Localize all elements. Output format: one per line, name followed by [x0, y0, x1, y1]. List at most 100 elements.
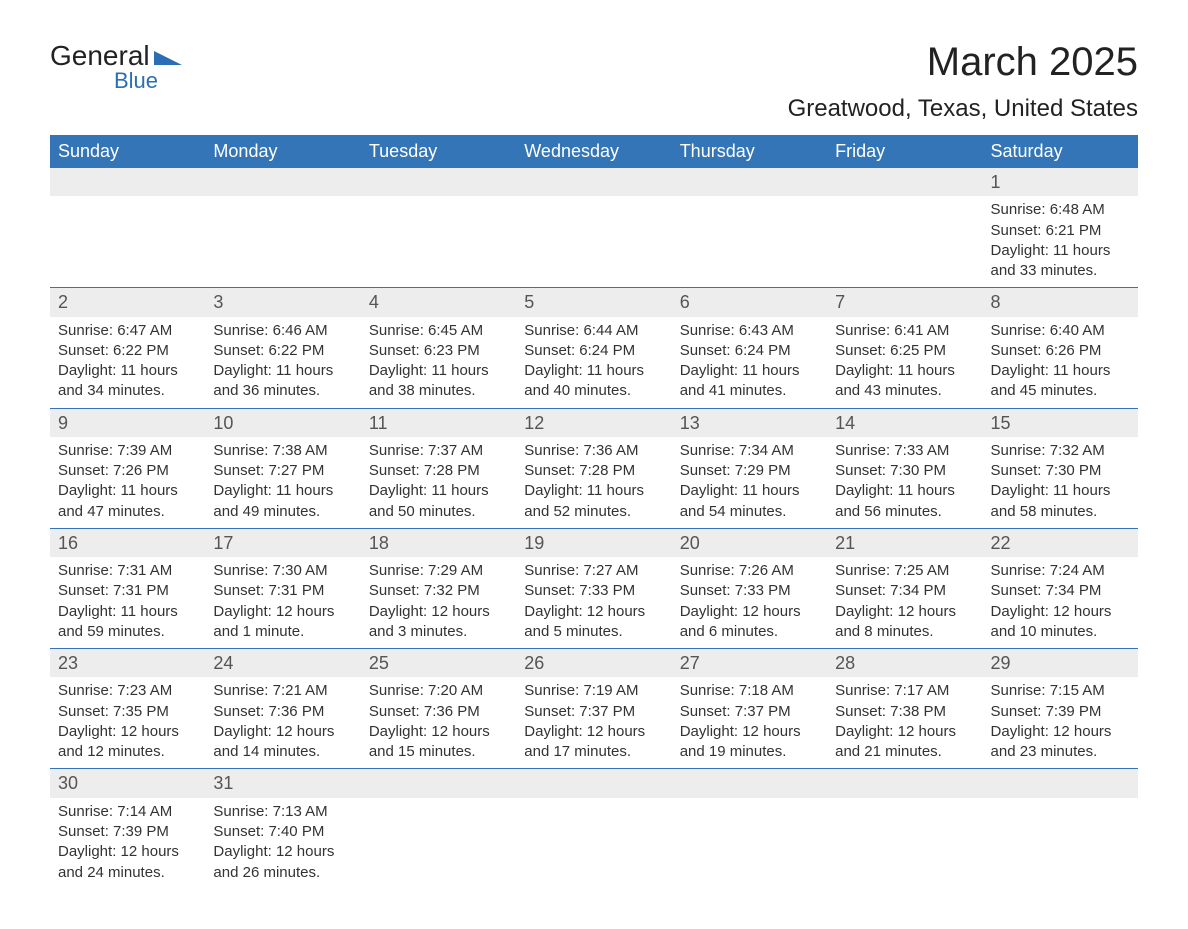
calendar-day-cell: 10Sunrise: 7:38 AMSunset: 7:27 PMDayligh… [205, 408, 360, 528]
sunset-line: Sunset: 7:30 PM [835, 461, 974, 481]
sunset-line: Sunset: 6:26 PM [991, 341, 1130, 361]
daylight-line: Daylight: 12 hours and 26 minutes. [213, 842, 352, 883]
day-number: 16 [50, 529, 205, 557]
day-detail: Sunrise: 7:23 AMSunset: 7:35 PMDaylight:… [50, 677, 205, 768]
daylight-line: Daylight: 12 hours and 5 minutes. [524, 602, 663, 643]
calendar-table: SundayMondayTuesdayWednesdayThursdayFrid… [50, 135, 1138, 889]
daylight-line: Daylight: 12 hours and 21 minutes. [835, 722, 974, 763]
day-detail: Sunrise: 7:20 AMSunset: 7:36 PMDaylight:… [361, 677, 516, 768]
daylight-line: Daylight: 11 hours and 59 minutes. [58, 602, 197, 643]
daylight-line: Daylight: 12 hours and 8 minutes. [835, 602, 974, 643]
day-number-empty [516, 769, 671, 797]
calendar-day-cell: 31Sunrise: 7:13 AMSunset: 7:40 PMDayligh… [205, 769, 360, 889]
daylight-line: Daylight: 11 hours and 36 minutes. [213, 361, 352, 402]
calendar-week-row: 9Sunrise: 7:39 AMSunset: 7:26 PMDaylight… [50, 408, 1138, 528]
day-number: 9 [50, 409, 205, 437]
day-number: 20 [672, 529, 827, 557]
day-number: 24 [205, 649, 360, 677]
calendar-day-cell [361, 168, 516, 288]
calendar-column-header: Saturday [983, 135, 1138, 168]
calendar-day-cell: 6Sunrise: 6:43 AMSunset: 6:24 PMDaylight… [672, 288, 827, 408]
brand-text-blue: Blue [114, 68, 158, 94]
day-detail: Sunrise: 6:40 AMSunset: 6:26 PMDaylight:… [983, 317, 1138, 408]
day-number-empty [50, 168, 205, 196]
day-number-empty [516, 168, 671, 196]
day-number-empty [672, 769, 827, 797]
calendar-day-cell: 5Sunrise: 6:44 AMSunset: 6:24 PMDaylight… [516, 288, 671, 408]
sunrise-line: Sunrise: 6:48 AM [991, 200, 1130, 220]
day-detail: Sunrise: 7:26 AMSunset: 7:33 PMDaylight:… [672, 557, 827, 648]
day-detail: Sunrise: 7:21 AMSunset: 7:36 PMDaylight:… [205, 677, 360, 768]
calendar-week-row: 2Sunrise: 6:47 AMSunset: 6:22 PMDaylight… [50, 288, 1138, 408]
sunset-line: Sunset: 6:21 PM [991, 221, 1130, 241]
daylight-line: Daylight: 12 hours and 24 minutes. [58, 842, 197, 883]
calendar-column-header: Monday [205, 135, 360, 168]
daylight-line: Daylight: 12 hours and 1 minute. [213, 602, 352, 643]
calendar-day-cell: 19Sunrise: 7:27 AMSunset: 7:33 PMDayligh… [516, 528, 671, 648]
calendar-day-cell: 11Sunrise: 7:37 AMSunset: 7:28 PMDayligh… [361, 408, 516, 528]
day-number: 4 [361, 288, 516, 316]
sunrise-line: Sunrise: 7:39 AM [58, 441, 197, 461]
sunset-line: Sunset: 7:28 PM [524, 461, 663, 481]
sunset-line: Sunset: 7:37 PM [680, 702, 819, 722]
sunset-line: Sunset: 7:33 PM [524, 581, 663, 601]
day-detail: Sunrise: 7:24 AMSunset: 7:34 PMDaylight:… [983, 557, 1138, 648]
day-detail: Sunrise: 7:30 AMSunset: 7:31 PMDaylight:… [205, 557, 360, 648]
calendar-day-cell: 17Sunrise: 7:30 AMSunset: 7:31 PMDayligh… [205, 528, 360, 648]
day-number-empty [672, 168, 827, 196]
day-number-empty [827, 769, 982, 797]
day-detail: Sunrise: 7:36 AMSunset: 7:28 PMDaylight:… [516, 437, 671, 528]
day-detail: Sunrise: 7:19 AMSunset: 7:37 PMDaylight:… [516, 677, 671, 768]
sunset-line: Sunset: 6:24 PM [680, 341, 819, 361]
sunrise-line: Sunrise: 6:40 AM [991, 321, 1130, 341]
calendar-week-row: 1Sunrise: 6:48 AMSunset: 6:21 PMDaylight… [50, 168, 1138, 288]
calendar-column-header: Wednesday [516, 135, 671, 168]
sunrise-line: Sunrise: 6:46 AM [213, 321, 352, 341]
sunrise-line: Sunrise: 7:25 AM [835, 561, 974, 581]
sunrise-line: Sunrise: 7:21 AM [213, 681, 352, 701]
day-number: 30 [50, 769, 205, 797]
day-detail: Sunrise: 7:25 AMSunset: 7:34 PMDaylight:… [827, 557, 982, 648]
sunrise-line: Sunrise: 7:33 AM [835, 441, 974, 461]
daylight-line: Daylight: 11 hours and 33 minutes. [991, 241, 1130, 282]
day-number: 11 [361, 409, 516, 437]
sunrise-line: Sunrise: 7:36 AM [524, 441, 663, 461]
calendar-day-cell: 1Sunrise: 6:48 AMSunset: 6:21 PMDaylight… [983, 168, 1138, 288]
daylight-line: Daylight: 11 hours and 40 minutes. [524, 361, 663, 402]
day-detail: Sunrise: 7:14 AMSunset: 7:39 PMDaylight:… [50, 798, 205, 889]
daylight-line: Daylight: 11 hours and 34 minutes. [58, 361, 197, 402]
calendar-day-cell: 4Sunrise: 6:45 AMSunset: 6:23 PMDaylight… [361, 288, 516, 408]
calendar-column-header: Thursday [672, 135, 827, 168]
calendar-day-cell: 12Sunrise: 7:36 AMSunset: 7:28 PMDayligh… [516, 408, 671, 528]
calendar-day-cell: 9Sunrise: 7:39 AMSunset: 7:26 PMDaylight… [50, 408, 205, 528]
calendar-day-cell [672, 168, 827, 288]
daylight-line: Daylight: 11 hours and 38 minutes. [369, 361, 508, 402]
sunset-line: Sunset: 7:28 PM [369, 461, 508, 481]
daylight-line: Daylight: 12 hours and 3 minutes. [369, 602, 508, 643]
calendar-day-cell: 29Sunrise: 7:15 AMSunset: 7:39 PMDayligh… [983, 649, 1138, 769]
sunset-line: Sunset: 7:26 PM [58, 461, 197, 481]
calendar-column-header: Friday [827, 135, 982, 168]
calendar-day-cell: 3Sunrise: 6:46 AMSunset: 6:22 PMDaylight… [205, 288, 360, 408]
day-number-empty [983, 769, 1138, 797]
calendar-day-cell: 26Sunrise: 7:19 AMSunset: 7:37 PMDayligh… [516, 649, 671, 769]
day-detail: Sunrise: 6:41 AMSunset: 6:25 PMDaylight:… [827, 317, 982, 408]
day-number: 8 [983, 288, 1138, 316]
calendar-day-cell [361, 769, 516, 889]
sunset-line: Sunset: 7:40 PM [213, 822, 352, 842]
location-subtitle: Greatwood, Texas, United States [788, 95, 1138, 123]
sunrise-line: Sunrise: 7:29 AM [369, 561, 508, 581]
sunset-line: Sunset: 6:22 PM [58, 341, 197, 361]
sunrise-line: Sunrise: 7:18 AM [680, 681, 819, 701]
calendar-header-row: SundayMondayTuesdayWednesdayThursdayFrid… [50, 135, 1138, 168]
day-number: 5 [516, 288, 671, 316]
sunset-line: Sunset: 7:35 PM [58, 702, 197, 722]
calendar-day-cell [205, 168, 360, 288]
day-number: 27 [672, 649, 827, 677]
day-detail: Sunrise: 7:15 AMSunset: 7:39 PMDaylight:… [983, 677, 1138, 768]
sunrise-line: Sunrise: 7:27 AM [524, 561, 663, 581]
calendar-week-row: 30Sunrise: 7:14 AMSunset: 7:39 PMDayligh… [50, 769, 1138, 889]
sunset-line: Sunset: 7:36 PM [369, 702, 508, 722]
sunset-line: Sunset: 6:24 PM [524, 341, 663, 361]
sunrise-line: Sunrise: 7:32 AM [991, 441, 1130, 461]
